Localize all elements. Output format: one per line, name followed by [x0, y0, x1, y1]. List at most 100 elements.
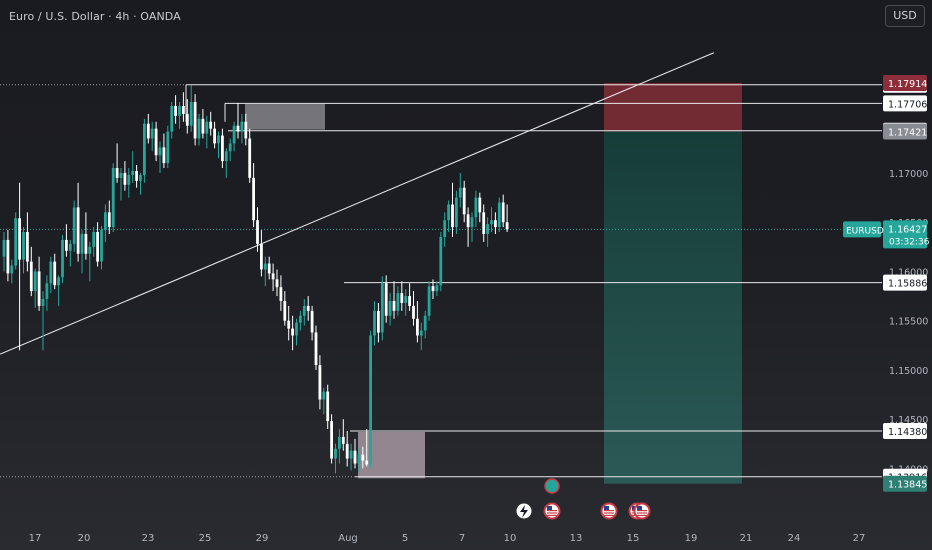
candle-body	[357, 454, 361, 464]
x-tick-label: 23	[142, 533, 155, 544]
candle	[33, 268, 37, 308]
candle-body	[275, 279, 279, 288]
candle-body	[53, 261, 57, 286]
candle-body	[462, 187, 466, 215]
candle	[275, 269, 279, 297]
candle	[72, 200, 76, 252]
candle-body	[384, 283, 388, 316]
candle-body	[174, 105, 177, 116]
candle	[400, 281, 404, 311]
candle	[193, 94, 197, 146]
candle	[427, 281, 431, 321]
candle	[263, 256, 267, 287]
candle	[162, 133, 166, 169]
candle	[260, 230, 263, 277]
candle-body	[497, 202, 501, 228]
candle	[166, 125, 170, 169]
candle-body	[279, 287, 283, 301]
candle-body	[2, 239, 6, 257]
candle	[236, 103, 240, 139]
candle-body	[338, 436, 341, 449]
candle-body	[131, 170, 135, 175]
candle-body	[41, 299, 45, 306]
candle	[416, 300, 419, 343]
x-tick-label: 10	[504, 533, 517, 544]
candle-body	[334, 448, 337, 459]
candle	[14, 212, 18, 270]
candle-body	[361, 454, 365, 461]
candle-body	[29, 261, 33, 292]
candle-body	[107, 212, 111, 228]
x-tick-label: 5	[402, 533, 408, 544]
candle	[256, 207, 259, 252]
candle-body	[388, 300, 392, 316]
x-tick-label: 24	[788, 533, 801, 544]
candle	[338, 429, 341, 464]
candle	[150, 121, 154, 152]
currency-button[interactable]: USD	[885, 5, 925, 27]
candle-body	[158, 147, 162, 156]
level-price-label: 1.14380	[888, 427, 927, 438]
candle-body	[408, 296, 411, 306]
candle	[248, 128, 252, 183]
candle	[158, 141, 162, 173]
candle-body	[486, 224, 489, 235]
candle-body	[260, 243, 263, 270]
candle	[353, 438, 357, 469]
candle-body	[501, 202, 505, 223]
x-tick-label: 29	[256, 533, 269, 544]
candle-body	[322, 391, 326, 400]
symbol-title: Euro / U.S. Dollar · 4h · OANDA	[9, 10, 181, 23]
time-axis: 17 20 23 25 29 Aug 5 7 10 13 15 19 21 24 27	[29, 533, 866, 544]
candle	[482, 204, 486, 242]
candle-body	[423, 315, 427, 331]
candle	[26, 212, 29, 272]
candle	[345, 430, 349, 467]
current-price-bg	[883, 220, 927, 249]
candle	[330, 414, 333, 464]
x-tick-label: 13	[570, 533, 583, 544]
candle	[412, 291, 415, 326]
candle-body	[119, 172, 123, 178]
candle-body	[213, 128, 216, 144]
candle	[135, 165, 138, 188]
candle	[68, 239, 72, 267]
candle-body	[412, 305, 415, 319]
symbol-tag-bg	[843, 221, 881, 238]
candle-body	[240, 121, 244, 132]
candle	[291, 315, 294, 351]
candle	[10, 259, 14, 284]
candle-body	[271, 273, 275, 280]
candle-body	[392, 300, 396, 311]
candle-body	[228, 143, 232, 152]
position-zones	[604, 82, 742, 484]
x-tick-label: 17	[29, 533, 42, 544]
position-price-label-bg	[883, 74, 927, 91]
candle-body	[474, 197, 478, 218]
candle	[462, 180, 466, 223]
y-tick-label: 1.15500	[889, 317, 928, 328]
level-price-label: 1.17706	[888, 99, 927, 110]
candle	[283, 291, 287, 326]
candle-body	[443, 220, 447, 237]
candle-body	[76, 207, 80, 254]
candle	[455, 190, 458, 235]
candle	[314, 325, 318, 370]
lightning-icon	[515, 502, 533, 520]
candle	[45, 275, 49, 311]
candle	[182, 92, 185, 122]
position-price-label: 1.13845	[888, 480, 927, 491]
candle	[57, 275, 60, 306]
candle	[189, 85, 193, 132]
us-flag-icon	[543, 502, 561, 520]
candle-body	[37, 271, 41, 306]
candle-body	[68, 243, 72, 251]
candle-body	[221, 135, 224, 162]
x-tick-label: 27	[853, 533, 866, 544]
candle	[111, 163, 115, 233]
candle	[497, 197, 501, 233]
level-price-label-bg	[883, 95, 927, 112]
candle-body	[427, 286, 431, 316]
candle-body	[252, 177, 255, 221]
